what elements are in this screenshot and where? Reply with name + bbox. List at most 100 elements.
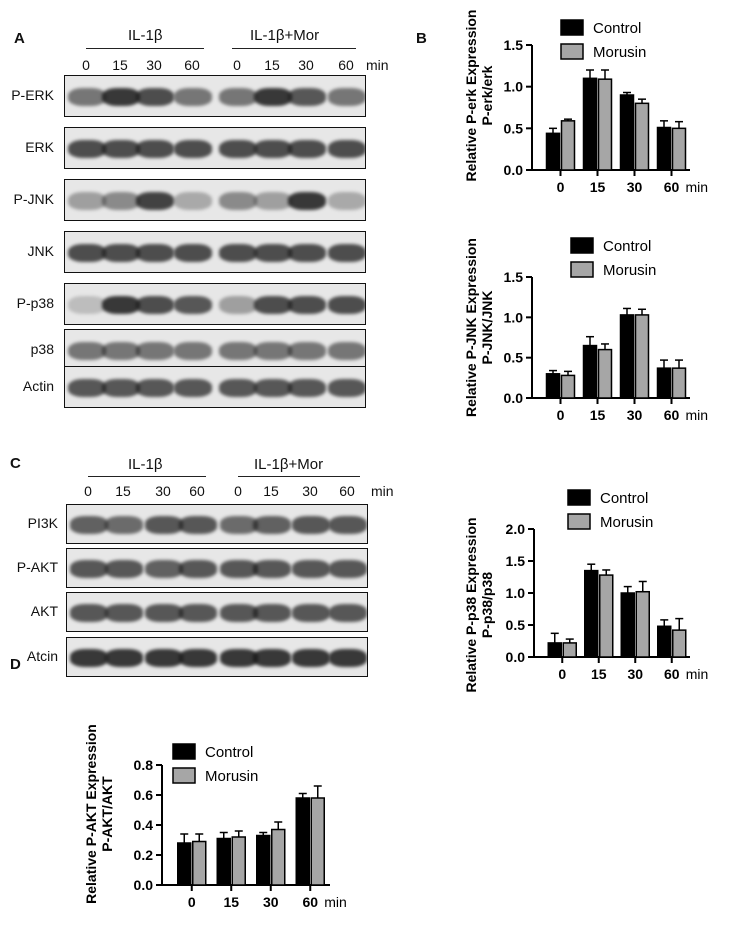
legend-label: Morusin: [593, 44, 646, 61]
bar-morusin: [635, 590, 650, 658]
y-tick-label: 0.0: [504, 162, 524, 178]
time-label: 30: [155, 483, 171, 499]
blot-strip: [64, 366, 366, 408]
y-tick-label: 1.5: [504, 269, 524, 285]
protein-band: [328, 87, 365, 107]
y-axis-subtitle: P-AKT/AKT: [99, 776, 115, 852]
protein-band: [136, 378, 174, 398]
protein-band: [329, 604, 367, 622]
bar-control: [657, 625, 672, 658]
protein-band: [105, 516, 143, 534]
legend-label: Control: [593, 20, 641, 37]
time-label: 15: [112, 57, 128, 73]
protein-band: [328, 243, 365, 263]
y-tick-label: 0.2: [134, 847, 154, 863]
protein-band: [145, 560, 183, 578]
bar-control: [216, 837, 231, 886]
blot-row-label: PI3K: [27, 515, 58, 531]
group-label-il1b: IL-1β: [128, 27, 163, 44]
blot-strip: [66, 548, 368, 588]
protein-band: [136, 295, 174, 315]
protein-band: [253, 649, 291, 667]
protein-band: [70, 560, 108, 578]
x-tick-label: 60: [302, 894, 318, 910]
y-axis-title: Relative P-JNK Expression: [463, 238, 479, 417]
legend-label: Control: [205, 744, 253, 761]
protein-band: [329, 560, 367, 578]
protein-band: [219, 295, 257, 315]
protein-band: [254, 295, 292, 315]
x-unit-label: min: [686, 407, 709, 423]
protein-band: [292, 516, 330, 534]
time-label: 60: [339, 483, 355, 499]
x-tick-label: 15: [591, 666, 607, 682]
time-label: 60: [184, 57, 200, 73]
blot-row-label: AKT: [30, 603, 58, 619]
protein-band: [288, 295, 326, 315]
chart-p-jnk: Relative P-JNK Expression P-JNK/JNK 0.0 0.5…: [463, 237, 709, 423]
blot-strip: [64, 283, 366, 325]
protein-band: [102, 341, 140, 361]
protein-band: [179, 560, 217, 578]
protein-band: [220, 649, 258, 667]
protein-band: [292, 604, 330, 622]
time-label: 15: [264, 57, 280, 73]
protein-band: [254, 139, 292, 159]
time-label: 15: [115, 483, 131, 499]
protein-band: [174, 243, 212, 263]
blot-strip: [64, 231, 366, 273]
protein-band: [68, 191, 106, 211]
protein-band: [68, 87, 106, 107]
protein-band: [102, 243, 140, 263]
protein-band: [136, 243, 174, 263]
blot-strip: [64, 179, 366, 221]
y-tick-label: 0.5: [504, 120, 524, 136]
protein-band: [179, 516, 217, 534]
x-tick-label: 15: [590, 179, 606, 195]
protein-band: [254, 191, 292, 211]
protein-band: [328, 139, 365, 159]
y-tick-label: 0.5: [504, 350, 524, 366]
protein-band: [145, 516, 183, 534]
panel-label-d: D: [10, 656, 21, 673]
protein-band: [288, 191, 326, 211]
protein-band: [145, 649, 183, 667]
protein-band: [292, 649, 330, 667]
protein-band: [253, 516, 291, 534]
protein-band: [68, 295, 106, 315]
y-axis-title: Relative P-AKT Expression: [83, 724, 99, 904]
x-tick-label: 15: [223, 894, 239, 910]
protein-band: [174, 87, 212, 107]
y-tick-label: 0.0: [134, 877, 154, 893]
bar-morusin: [192, 840, 207, 886]
blot-row-label: ERK: [25, 139, 54, 155]
blot-strip: [66, 637, 368, 677]
bar-morusin: [271, 828, 286, 886]
bar-morusin: [599, 574, 614, 658]
bar-control: [620, 592, 635, 658]
legend-swatch: [172, 743, 196, 760]
blot-row-label: JNK: [27, 243, 54, 259]
protein-band: [220, 604, 258, 622]
legend-swatch: [560, 19, 584, 36]
legend-swatch: [570, 261, 594, 278]
blot-row-label: P-JNK: [13, 191, 54, 207]
group-label-il1b-mor: IL-1β+Mor: [250, 27, 320, 44]
y-tick-label: 2.0: [506, 521, 526, 537]
protein-band: [174, 139, 212, 159]
protein-band: [328, 295, 365, 315]
panel-label-b: B: [416, 30, 427, 47]
protein-band: [136, 341, 174, 361]
protein-band: [219, 243, 257, 263]
group-label-il1b: IL-1β: [128, 456, 163, 473]
time-label: 0: [233, 57, 241, 73]
blot-strip: [64, 127, 366, 169]
bar-morusin: [597, 78, 613, 171]
protein-band: [102, 139, 140, 159]
blot-strip: [64, 329, 366, 371]
y-tick-label: 0.5: [506, 617, 526, 633]
x-tick-label: 0: [558, 666, 566, 682]
y-axis-title: Relative P-erk Expression: [463, 10, 479, 182]
protein-band: [219, 378, 257, 398]
protein-band: [253, 604, 291, 622]
